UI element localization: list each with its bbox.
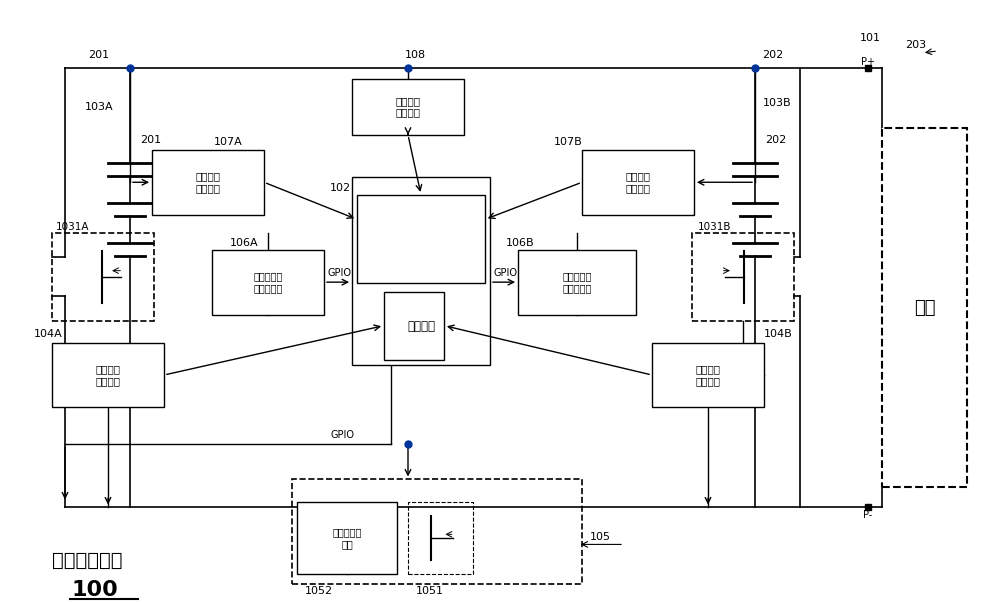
Text: 负载: 负载 — [914, 298, 935, 317]
Bar — [652, 343, 764, 408]
Text: 108: 108 — [405, 50, 426, 60]
Bar — [52, 343, 164, 408]
Text: P+: P+ — [861, 57, 875, 67]
Bar — [357, 195, 485, 283]
Bar — [297, 502, 397, 574]
Text: 202: 202 — [765, 135, 786, 145]
Text: 102: 102 — [330, 183, 351, 193]
Text: 106A: 106A — [230, 238, 259, 248]
Bar — [384, 292, 444, 359]
Text: 104A: 104A — [34, 329, 63, 338]
Text: P-: P- — [863, 510, 873, 520]
Bar — [292, 479, 582, 584]
Text: 100: 100 — [72, 580, 119, 600]
Bar — [518, 250, 636, 315]
Bar — [408, 502, 473, 574]
Text: 201: 201 — [140, 135, 161, 145]
Bar — [692, 233, 794, 321]
Bar — [352, 177, 490, 365]
Text: 1051: 1051 — [416, 586, 444, 596]
Text: 第二开关控
制驱动电路: 第二开关控 制驱动电路 — [562, 271, 592, 293]
Text: 203: 203 — [905, 40, 926, 50]
Text: GPIO: GPIO — [493, 268, 517, 278]
Text: 201: 201 — [88, 50, 109, 60]
Bar — [582, 150, 694, 215]
Bar — [352, 79, 464, 135]
Text: 202: 202 — [762, 50, 783, 60]
Text: 105: 105 — [590, 532, 611, 542]
Text: 第一电流
侵测单元: 第一电流 侵测单元 — [96, 364, 120, 386]
Bar — [212, 250, 324, 315]
Text: 第二电压
侵测单元: 第二电压 侵测单元 — [626, 171, 651, 193]
Text: 第一开关控
制驱动电路: 第一开关控 制驱动电路 — [253, 271, 283, 293]
Text: 控制单元: 控制单元 — [407, 320, 435, 333]
Text: 1052: 1052 — [305, 586, 333, 596]
Text: 第一电压
侵测单元: 第一电压 侵测单元 — [196, 171, 220, 193]
Text: 第二电流
侵测单元: 第二电流 侵测单元 — [696, 364, 720, 386]
Text: 104B: 104B — [764, 329, 793, 338]
Bar — [52, 233, 154, 321]
Text: 106B: 106B — [506, 238, 535, 248]
Text: 103B: 103B — [763, 98, 792, 108]
Text: 107B: 107B — [554, 137, 583, 147]
Text: 1031B: 1031B — [698, 222, 732, 232]
Text: 缓启动驱动
电路: 缓启动驱动 电路 — [332, 528, 362, 549]
Bar — [882, 128, 967, 487]
Text: 电池管理电路: 电池管理电路 — [52, 551, 122, 570]
Text: GPIO: GPIO — [327, 268, 351, 278]
Text: 107A: 107A — [214, 137, 242, 147]
Text: GPIO: GPIO — [331, 431, 355, 440]
Text: 1031A: 1031A — [56, 222, 90, 232]
Bar — [152, 150, 264, 215]
Text: 第三电压
侵测单元: 第三电压 侵测单元 — [396, 96, 420, 118]
Text: 101: 101 — [860, 33, 881, 43]
Text: 103A: 103A — [85, 102, 114, 112]
